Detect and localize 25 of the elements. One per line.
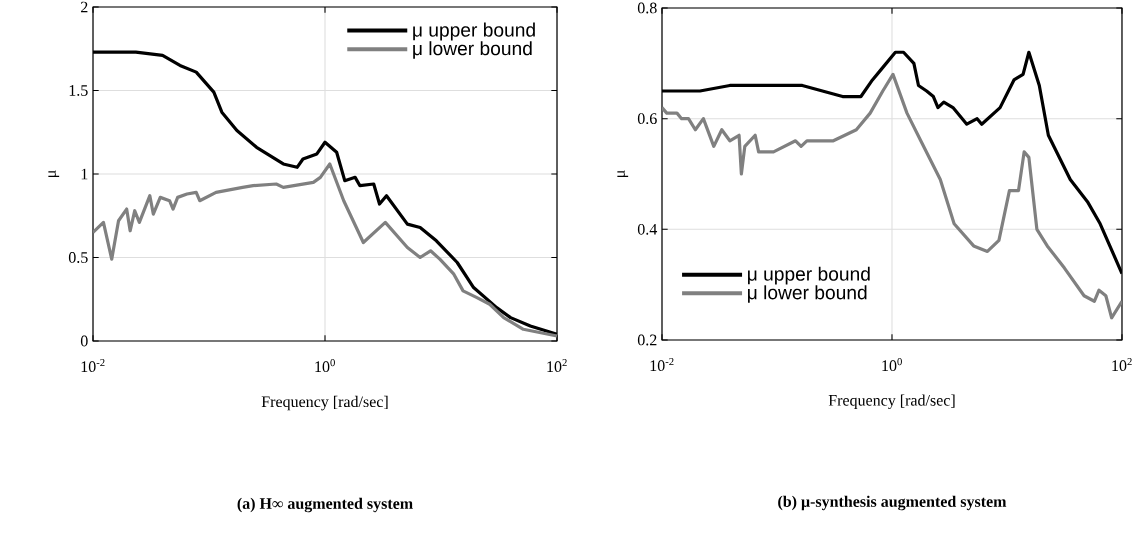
y-tick-label: 1.5 [69,85,88,96]
legend-label: μ lower bound [748,285,867,303]
y-axis-title: μ [48,170,60,177]
y-tick-label: 2 [81,1,88,13]
x-axis-title: Frequency [rad/sec] [828,394,955,410]
legend-label: μ lower bound [413,41,532,59]
x-tick-label: 10$^{-2}$ [650,358,674,372]
y-axis-title: μ [617,170,629,177]
x-axis-title: Frequency [rad/sec] [261,395,388,411]
x-tick-label: 10$^{2}$ [1112,358,1132,372]
text: (b) μ-synthesis augmented system [778,495,1007,511]
y-tick-label: 0.2 [637,334,657,346]
x-tick-label: 10$^{2}$ [547,359,567,373]
y-tick-label: 0.8 [637,2,657,14]
text: (a) H∞ augmented system [237,497,413,513]
y-tick-label: 0.4 [637,223,658,235]
y-tick-label: 1 [81,168,88,180]
legend-label: μ upper bound [413,22,535,41]
x-tick-label: 10$^{0}$ [882,358,902,372]
y-tick-label: 0 [80,335,88,347]
legend-label: μ upper bound [748,266,870,285]
y-tick-label: 0.5 [68,252,88,263]
x-tick-label: 10$^{0}$ [315,359,335,373]
y-tick-label: 0.6 [637,113,657,125]
x-tick-label: 10$^{-2}$ [81,359,105,373]
